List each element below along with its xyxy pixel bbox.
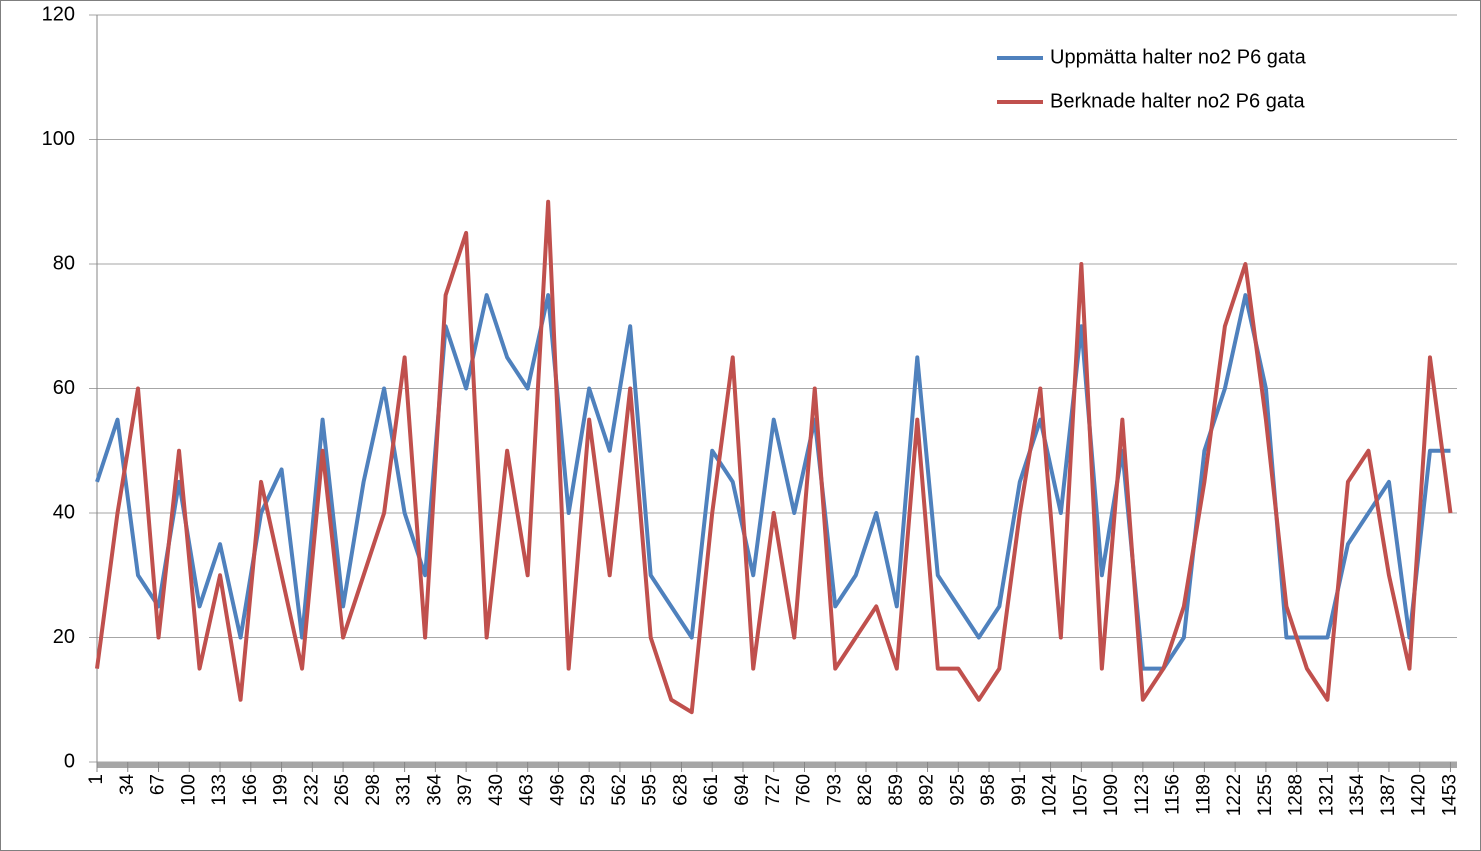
x-tick-label: 1387: [1378, 774, 1399, 816]
y-tick-label: 40: [53, 501, 75, 523]
legend-label: Uppmätta halter no2 P6 gata: [1050, 46, 1307, 68]
x-tick-label: 298: [363, 774, 384, 806]
y-tick-label: 0: [64, 750, 75, 772]
x-tick-label: 1321: [1316, 774, 1337, 816]
x-tick-label: 232: [301, 774, 322, 806]
x-tick-label: 496: [547, 774, 568, 806]
legend-label: Berknade halter no2 P6 gata: [1050, 90, 1306, 112]
x-tick-label: 727: [763, 774, 784, 806]
y-tick-label: 20: [53, 626, 75, 648]
x-tick-label: 265: [332, 774, 353, 806]
x-tick-label: 661: [701, 774, 722, 806]
x-tick-label: 1222: [1224, 774, 1245, 816]
x-tick-label: 628: [670, 774, 691, 806]
x-tick-label: 1354: [1347, 774, 1368, 817]
x-tick-label: 100: [178, 774, 199, 806]
y-tick-label: 80: [53, 252, 75, 274]
x-tick-label: 1156: [1163, 774, 1184, 815]
x-tick-label: 991: [1009, 774, 1030, 806]
x-tick-label: 1255: [1255, 774, 1276, 816]
line-series: [95, 293, 1451, 671]
x-tick-label: 67: [148, 774, 169, 795]
x-tick-label: 859: [886, 774, 907, 806]
y-tick-label: 100: [42, 128, 75, 150]
x-tick-label: 331: [394, 774, 415, 806]
x-tick-label: 430: [486, 774, 507, 806]
x-tick-label: 562: [609, 774, 630, 806]
x-tick-label: 1090: [1101, 774, 1122, 816]
x-tick-label: 1288: [1286, 774, 1307, 816]
line-series: [95, 199, 1453, 715]
x-tick-label: 793: [824, 774, 845, 806]
x-tick-label: 166: [240, 774, 261, 806]
x-tick-label: 529: [578, 774, 599, 806]
x-tick-label: 958: [978, 774, 999, 806]
x-tick-label: 1: [86, 774, 107, 785]
x-tick-label: 1123: [1132, 774, 1153, 815]
x-tick-label: 826: [855, 774, 876, 806]
x-tick-label: 760: [794, 774, 815, 806]
x-tick-label: 1189: [1193, 774, 1214, 815]
x-tick-label: 133: [209, 774, 230, 806]
x-axis: [97, 762, 1457, 768]
x-tick-label: 925: [947, 774, 968, 806]
x-tick-label: 364: [424, 774, 445, 806]
x-tick-label: 694: [732, 774, 753, 806]
y-tick-label: 120: [42, 3, 75, 25]
x-tick-label: 199: [271, 774, 292, 806]
x-tick-label: 1420: [1409, 774, 1430, 816]
x-tick-label: 595: [640, 774, 661, 806]
y-tick-label: 60: [53, 377, 75, 399]
x-tick-label: 1057: [1070, 774, 1091, 816]
x-tick-label: 34: [117, 774, 138, 796]
x-tick-label: 892: [917, 774, 938, 806]
x-tick-label: 397: [455, 774, 476, 806]
x-tick-label: 1453: [1439, 774, 1460, 816]
x-tick-label: 1024: [1040, 774, 1061, 817]
x-tick-label: 463: [517, 774, 538, 806]
